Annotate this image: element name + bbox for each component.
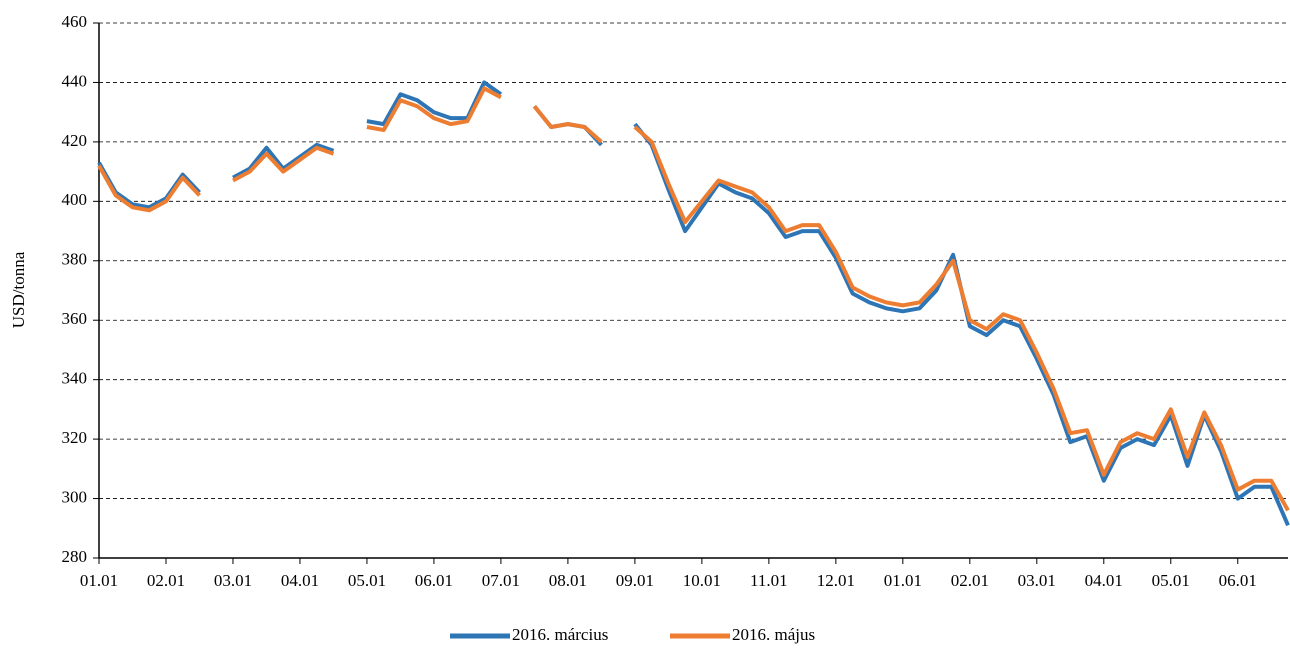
x-tick-label: 03.01 <box>214 571 252 590</box>
x-tick-label: 04.01 <box>1085 571 1123 590</box>
x-tick-label: 12.01 <box>817 571 855 590</box>
legend-label: 2016. május <box>732 625 815 644</box>
x-tick-label: 02.01 <box>147 571 185 590</box>
y-tick-label: 280 <box>62 547 88 566</box>
x-tick-label: 06.01 <box>1219 571 1257 590</box>
x-tick-label: 01.01 <box>80 571 118 590</box>
x-tick-label: 09.01 <box>616 571 654 590</box>
series-line <box>97 86 1290 512</box>
x-tick-label: 03.01 <box>1018 571 1056 590</box>
y-tick-label: 420 <box>62 131 88 150</box>
x-tick-label: 05.01 <box>1152 571 1190 590</box>
y-tick-label: 460 <box>62 12 88 31</box>
x-tick-label: 05.01 <box>348 571 386 590</box>
x-tick-label: 06.01 <box>415 571 453 590</box>
y-tick-label: 400 <box>62 190 88 209</box>
y-tick-label: 440 <box>62 71 88 90</box>
y-tick-label: 300 <box>62 487 88 506</box>
y-tick-label: 320 <box>62 428 88 447</box>
x-tick-label: 02.01 <box>951 571 989 590</box>
y-axis-label: USD/tonna <box>9 251 28 328</box>
x-tick-label: 11.01 <box>750 571 788 590</box>
y-tick-label: 360 <box>62 309 88 328</box>
y-tick-label: 380 <box>62 250 88 269</box>
x-tick-label: 10.01 <box>683 571 721 590</box>
x-tick-label: 07.01 <box>482 571 520 590</box>
y-tick-label: 340 <box>62 369 88 388</box>
x-tick-label: 04.01 <box>281 571 319 590</box>
x-tick-label: 01.01 <box>884 571 922 590</box>
x-tick-label: 08.01 <box>549 571 587 590</box>
series-line <box>97 80 1290 527</box>
legend-label: 2016. március <box>512 625 608 644</box>
